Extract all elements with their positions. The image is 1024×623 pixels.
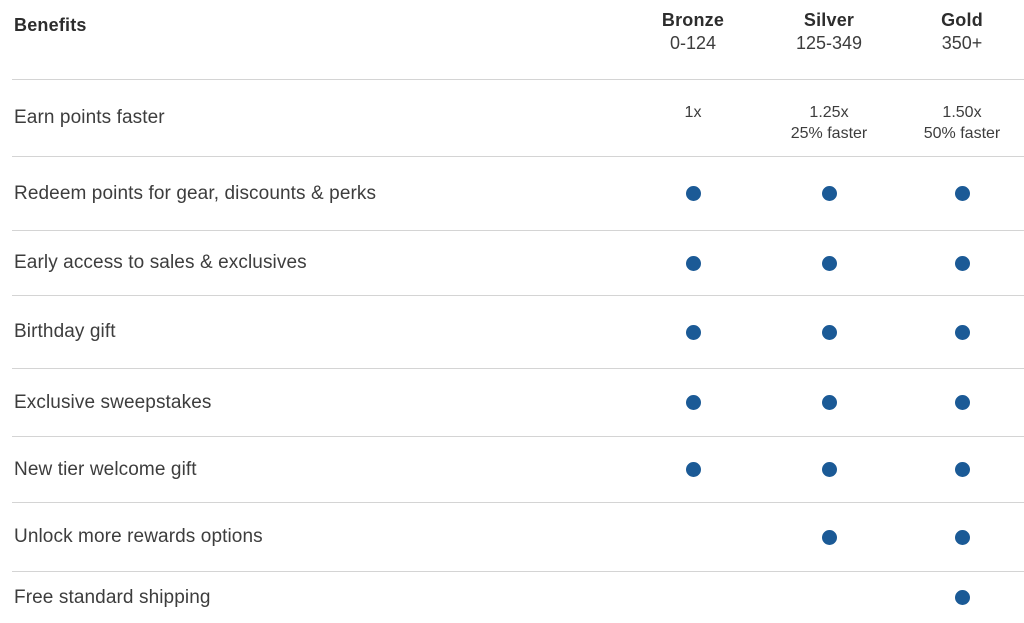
benefit-row-free-shipping: Free standard shipping	[12, 572, 1024, 623]
tier-cell-gold	[900, 296, 1024, 368]
benefit-row-birthday-gift: Birthday gift	[12, 296, 1024, 369]
benefit-included-dot	[685, 186, 701, 201]
benefit-included-dot	[821, 186, 837, 201]
benefit-row-unlock-rewards: Unlock more rewards options	[12, 503, 1024, 572]
tier-cell-silver	[758, 231, 900, 295]
benefit-label: Redeem points for gear, discounts & perk…	[14, 182, 377, 204]
tier-range-gold: 350+	[941, 33, 983, 53]
tier-cell-silver	[758, 296, 900, 368]
tier-range-bronze: 0-124	[669, 33, 717, 53]
benefit-label: Exclusive sweepstakes	[14, 391, 212, 413]
points-multiplier-note: 50% faster	[923, 125, 1001, 142]
tier-cell-silver	[758, 437, 900, 502]
tier-column-header-silver: Silver 125-349	[758, 0, 900, 79]
benefit-included-dot	[954, 529, 970, 545]
tier-cell-bronze	[628, 231, 758, 295]
tier-cell-gold	[900, 231, 1024, 295]
tier-cell-gold	[900, 503, 1024, 571]
benefit-included-dot	[821, 324, 837, 340]
benefits-column-heading: Benefits	[14, 15, 87, 35]
tier-cell-silver	[758, 503, 900, 571]
tier-cell-silver	[758, 157, 900, 230]
tier-cell-bronze	[628, 157, 758, 230]
benefit-label: Unlock more rewards options	[14, 526, 263, 547]
benefit-included-dot	[821, 529, 837, 545]
benefit-label: Birthday gift	[14, 321, 116, 342]
benefit-included-dot	[685, 324, 701, 340]
benefit-row-earn-points-faster: Earn points faster 1x 1.25x 25% faster 1.…	[12, 80, 1024, 157]
benefit-row-early-access: Early access to sales & exclusives	[12, 231, 1024, 296]
benefit-label: New tier welcome gift	[14, 458, 197, 480]
benefit-included-dot	[685, 462, 701, 477]
benefit-label: Early access to sales & exclusives	[14, 252, 307, 273]
tier-cell-gold	[900, 157, 1024, 230]
tier-cell-bronze	[628, 572, 758, 623]
benefit-included-dot	[954, 186, 970, 201]
benefit-included-dot	[821, 462, 837, 477]
points-multiplier-note: 25% faster	[790, 125, 868, 142]
benefit-included-dot	[821, 395, 837, 410]
benefit-included-dot	[954, 590, 970, 605]
tier-cell-gold: 1.50x 50% faster	[900, 80, 1024, 156]
benefit-included-dot	[685, 255, 701, 271]
benefit-included-dot	[954, 462, 970, 477]
benefit-row-exclusive-sweepstakes: Exclusive sweepstakes	[12, 369, 1024, 437]
tier-name-gold: Gold	[941, 10, 983, 30]
table-header-row: Benefits Bronze 0-124 Silver 125-349 Gol…	[12, 0, 1024, 80]
tier-cell-bronze	[628, 369, 758, 436]
benefit-row-redeem-points: Redeem points for gear, discounts & perk…	[12, 157, 1024, 231]
benefit-row-welcome-gift: New tier welcome gift	[12, 437, 1024, 503]
tier-cell-bronze: 1x	[628, 80, 758, 156]
benefit-included-dot	[954, 255, 970, 271]
tier-cell-silver	[758, 369, 900, 436]
tier-cell-bronze	[628, 296, 758, 368]
tier-column-header-gold: Gold 350+	[900, 0, 1024, 79]
tier-cell-gold	[900, 437, 1024, 502]
points-multiplier-value: 1.25x	[809, 104, 849, 121]
tier-column-header-bronze: Bronze 0-124	[628, 0, 758, 79]
tier-cell-bronze	[628, 503, 758, 571]
tier-cell-gold	[900, 369, 1024, 436]
benefit-label: Free standard shipping	[14, 586, 211, 608]
benefit-included-dot	[954, 395, 970, 410]
benefit-included-dot	[954, 324, 970, 340]
points-multiplier-value: 1.50x	[942, 104, 982, 121]
tier-cell-gold	[900, 572, 1024, 623]
tier-name-bronze: Bronze	[661, 10, 725, 30]
tier-cell-bronze	[628, 437, 758, 502]
benefit-label: Earn points faster	[14, 107, 165, 128]
benefit-included-dot	[685, 395, 701, 410]
benefit-included-dot	[821, 255, 837, 271]
tier-cell-silver: 1.25x 25% faster	[758, 80, 900, 156]
tier-range-silver: 125-349	[795, 33, 863, 53]
tier-cell-silver	[758, 572, 900, 623]
points-multiplier-value: 1x	[684, 104, 702, 121]
tier-name-silver: Silver	[803, 10, 855, 30]
